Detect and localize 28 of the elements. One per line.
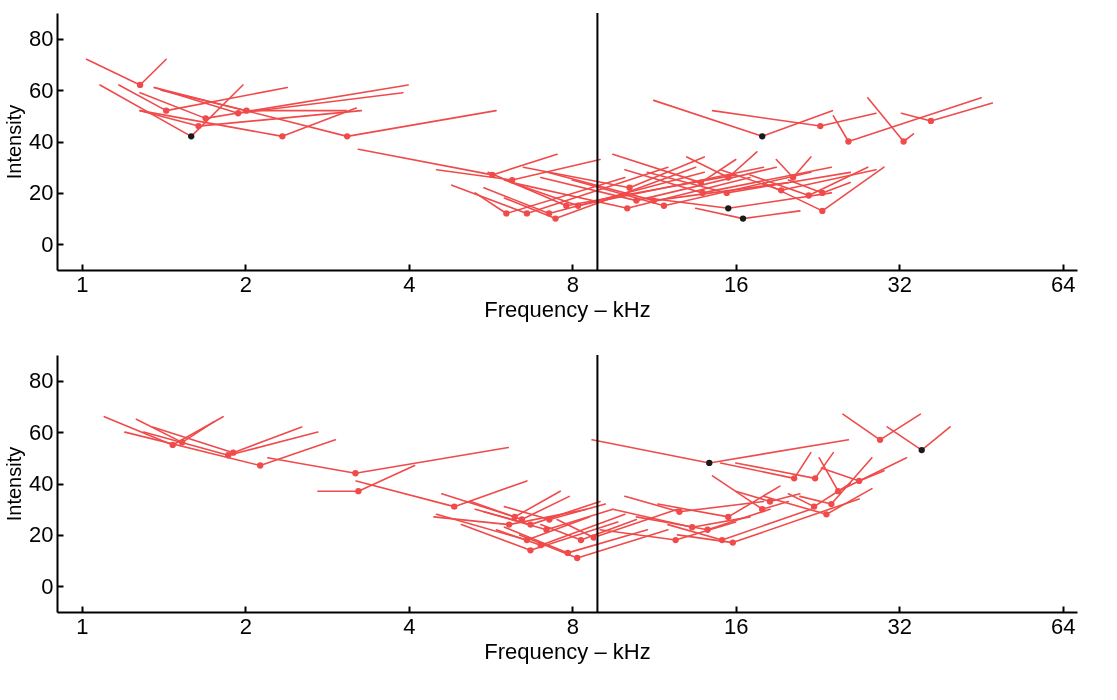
y-tick-label: 40 — [29, 471, 54, 496]
x-tick-label: 16 — [724, 271, 749, 297]
y-tick-label: 0 — [41, 231, 54, 257]
y-axis-title: Intensity — [3, 104, 26, 180]
y-tick-label: 20 — [29, 522, 54, 548]
y-tick-label: 20 — [29, 180, 54, 206]
y-tick-label: 80 — [29, 368, 54, 394]
x-tick-label: 64 — [1050, 271, 1076, 297]
y-tick-label: 40 — [29, 129, 54, 154]
x-tick-label: 1 — [76, 271, 89, 297]
x-tick-label: 2 — [239, 271, 252, 297]
y-tick-label: 60 — [29, 77, 54, 103]
x-tick-label: 4 — [403, 613, 416, 639]
x-tick-label: 32 — [887, 271, 912, 297]
x-tick-label: 32 — [887, 613, 912, 639]
y-tick-label: 0 — [41, 573, 54, 599]
y-tick-label: 60 — [29, 419, 54, 445]
y-axis-title: Intensity — [3, 446, 26, 522]
x-tick-label: 8 — [566, 271, 579, 297]
x-tick-label: 16 — [724, 613, 749, 639]
y-tick-label: 80 — [29, 26, 54, 52]
x-tick-label: 8 — [566, 613, 579, 639]
x-tick-label: 64 — [1050, 613, 1076, 639]
x-axis-title: Frequency – kHz — [484, 296, 651, 322]
x-tick-label: 1 — [76, 613, 89, 639]
x-tick-label: 2 — [239, 613, 252, 639]
x-axis-title: Frequency – kHz — [484, 638, 651, 664]
x-tick-label: 4 — [403, 271, 416, 297]
